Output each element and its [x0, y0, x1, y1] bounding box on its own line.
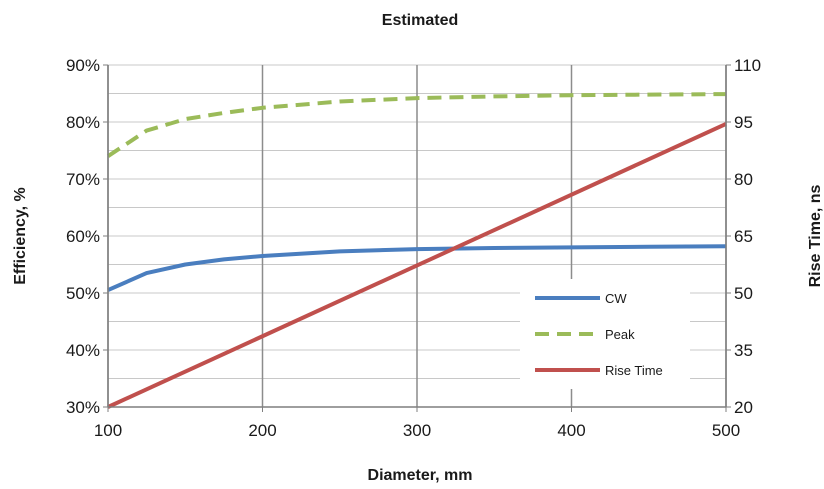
x-tick-label: 300	[403, 421, 431, 440]
gridlines	[107, 64, 727, 408]
x-tick-label: 400	[557, 421, 585, 440]
legend: CW Peak Rise Time	[520, 279, 690, 389]
y-right-tick-label: 35	[734, 341, 753, 360]
y-left-tick-label: 30%	[66, 398, 100, 417]
y-left-tick-label: 60%	[66, 227, 100, 246]
y-axis-right-title: Rise Time, ns	[807, 184, 824, 287]
legend-label-peak: Peak	[605, 327, 635, 342]
y-axis-left-title: Efficiency, %	[12, 187, 29, 285]
y-right-tick-label: 20	[734, 398, 753, 417]
tick-labels: 30% 40% 50% 60% 70% 80% 90% 20 35 50 65 80 95 110 100 2…	[66, 56, 761, 440]
chart-title: Estimated	[382, 12, 458, 29]
axes	[103, 64, 731, 412]
legend-label-rise-time: Rise Time	[605, 363, 663, 378]
y-right-tick-label: 95	[734, 113, 753, 132]
x-tick-label: 100	[94, 421, 122, 440]
y-right-tick-label: 80	[734, 170, 753, 189]
y-left-tick-label: 40%	[66, 341, 100, 360]
series-line-peak	[106, 92, 727, 158]
x-axis-title: Diameter, mm	[368, 467, 473, 484]
y-left-tick-label: 50%	[66, 284, 100, 303]
y-left-tick-label: 80%	[66, 113, 100, 132]
y-right-tick-label: 65	[734, 227, 753, 246]
series-line-cw	[107, 244, 727, 292]
series-line-rise-time	[107, 122, 727, 409]
legend-label-cw: CW	[605, 291, 627, 306]
y-left-tick-label: 70%	[66, 170, 100, 189]
x-tick-label: 200	[248, 421, 276, 440]
x-tick-label: 500	[712, 421, 740, 440]
y-left-tick-label: 90%	[66, 56, 100, 75]
series-layer	[106, 92, 727, 409]
y-right-tick-label: 110	[734, 56, 761, 75]
y-right-tick-label: 50	[734, 284, 753, 303]
